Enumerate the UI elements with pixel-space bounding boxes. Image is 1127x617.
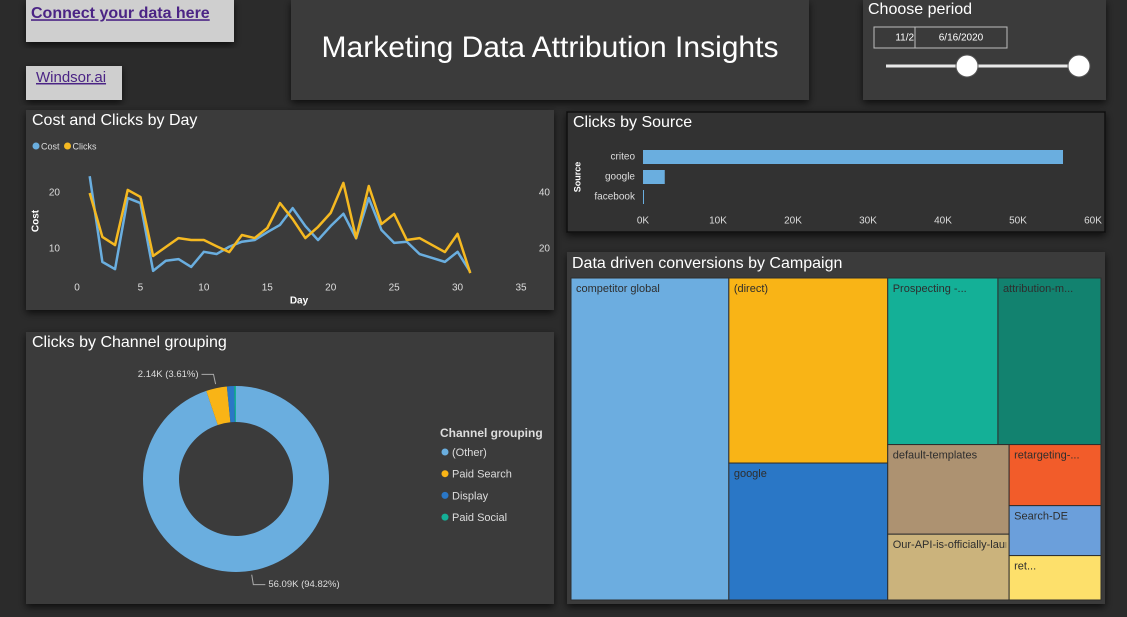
treemap-label: competitor global [576,283,660,295]
treemap-cell [728,277,889,464]
y2-tick-label: 20 [539,244,551,255]
x-tick-label: 60K [1084,216,1102,227]
x-axis-label: Day [290,296,309,307]
treemap-cell [570,277,730,601]
donut-slice [142,386,329,573]
x-tick-label: 20 [325,283,337,294]
data-line [88,176,472,273]
legend-marker [441,470,449,478]
x-tick-label: 35 [515,283,527,294]
treemap-label: attribution-m... [1003,283,1073,295]
x-tick-label: 40K [934,216,952,227]
x-tick-label: 10K [709,216,727,227]
treemap-cell [997,277,1102,446]
leader-line [201,373,217,385]
legend-label: Cost [41,141,60,151]
legend-marker [64,142,72,150]
treemap-cell [887,444,1010,535]
treemap-cell [728,462,889,601]
legend-label: (Other) [452,447,487,459]
x-tick-label: 30K [859,216,877,227]
y-tick-label: criteo [611,152,636,163]
treemap-cell [1008,505,1102,557]
y-axis-label: Cost [31,209,42,232]
treemap-cell [1008,555,1102,601]
x-tick-label: 50K [1009,216,1027,227]
legend-label: Display [452,490,489,502]
legend-marker [441,448,449,456]
donut-slice [206,386,231,425]
chart-title: Clicks by Channel grouping [32,334,227,351]
treemap-label: ret... [1014,561,1036,573]
link[interactable]: Connect your data here [31,5,210,22]
legend-label: Clicks [73,141,97,151]
link[interactable]: Windsor.ai [36,69,106,86]
x-tick-label: 30 [452,283,464,294]
treemap-cell [887,533,1010,601]
treemap-cell [887,277,999,446]
y-tick-label: 20 [49,188,61,199]
legend-marker [441,491,449,499]
data-label: 2.14K (3.61%) [138,369,199,380]
treemap-label: google [734,468,767,480]
bar [643,150,1063,164]
treemap-label: retargeting-... [1014,449,1079,461]
link-box [26,0,234,42]
bar [643,190,644,204]
x-tick-label: 0K [637,216,650,227]
legend-marker [32,142,40,150]
x-tick-label: 25 [389,283,401,294]
donut-slice [226,386,235,423]
treemap-label: default-templates [893,449,978,461]
x-tick-label: 20K [784,216,802,227]
end-date[interactable]: 6/16/2020 [939,33,984,44]
chart-title: Data driven conversions by Campaign [572,255,842,272]
title-panel [291,0,809,100]
leader-line [251,574,266,586]
y-tick-label: google [605,172,635,183]
legend-marker [441,513,449,521]
x-tick-label: 5 [138,283,144,294]
slider-handle[interactable] [1067,54,1091,78]
treemap-label: Prospecting -... [893,283,967,295]
y-tick-label: facebook [594,192,636,203]
chart-panel [26,332,554,604]
y-axis-label: Source [572,162,582,193]
legend-label: Paid Social [452,512,507,524]
chart-title: Cost and Clicks by Day [32,112,197,129]
x-tick-label: 10 [198,283,210,294]
data-line [88,181,472,274]
date-input[interactable] [914,26,1008,49]
bar [643,170,665,184]
donut-slice [234,386,236,423]
y-tick-label: 10 [49,244,61,255]
x-tick-label: 15 [262,283,274,294]
dashboard-title: Marketing Data Attribution Insights [322,31,779,64]
link-box [26,66,122,100]
data-label: 56.09K (94.82%) [268,579,339,590]
treemap-label: (direct) [734,283,768,295]
treemap-cell [1008,444,1102,507]
x-tick-label: 0 [74,283,80,294]
slider-handle[interactable] [955,54,979,78]
treemap-label: Search-DE [1014,511,1068,523]
period-panel [863,0,1106,100]
chart-title: Clicks by Source [573,114,692,131]
period-label: Choose period [868,1,972,18]
legend-title: Channel grouping [440,426,543,440]
treemap-label: Our-API-is-officially-launched [893,539,1035,551]
legend-label: Paid Search [452,469,512,481]
y2-tick-label: 40 [539,188,551,199]
